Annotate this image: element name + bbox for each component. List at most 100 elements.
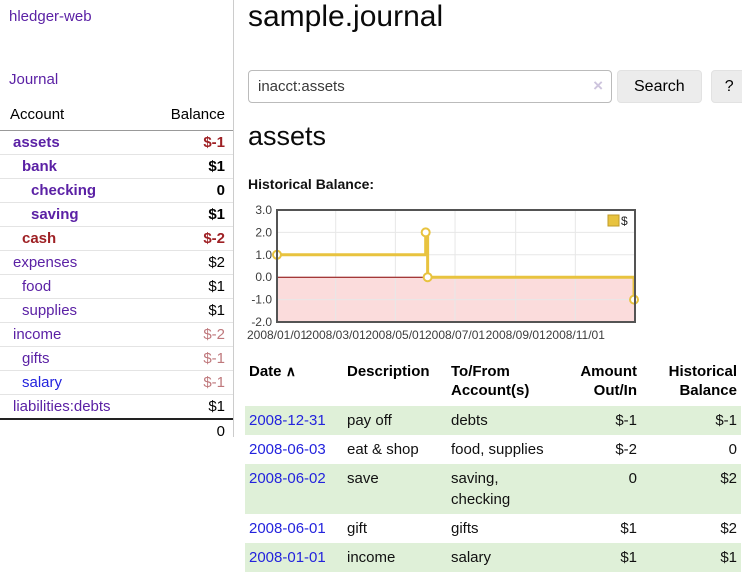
register-header-description: Description [347,363,430,380]
register-header-accounts: To/From Account(s) [451,363,530,399]
accounts-table: Account Balance assets $-1 bank $1 checking 0… [0,100,233,443]
account-link-bank[interactable]: bank [22,158,58,175]
register-cell-accounts: debts [447,406,565,435]
account-balance: 0 [216,182,225,199]
register-cell-accounts: gifts [451,520,479,537]
register-row: 2008-06-02 save saving, checking 0 $2 [245,464,741,514]
register-header-amount: Amount Out/In [580,363,637,399]
accounts-header-row: Account Balance [0,100,233,131]
chart-x-tick-label: 2008/09/01 [486,328,546,342]
search-button[interactable]: Search [617,70,702,103]
register-cell-description: income [343,543,447,572]
accounts-header-balance: Balance [149,100,233,131]
account-balance: $1 [208,278,225,295]
account-row: assets $-1 [0,131,233,155]
register-header-date-label: Date [249,363,282,380]
transaction-date-link[interactable]: 2008-06-02 [249,470,326,487]
register-cell-amount: 0 [565,464,641,514]
chart-x-tick-label: 2008/01/01 [247,328,307,342]
register-cell-description: save [343,464,447,514]
account-balance: $-1 [203,134,225,151]
account-balance: $1 [208,206,225,223]
transaction-date-link[interactable]: 2008-01-01 [249,549,326,566]
account-link-gifts[interactable]: gifts [22,350,50,367]
register-cell-amount: $-1 [565,406,641,435]
account-balance: $1 [208,398,225,415]
account-row: gifts $-1 [0,347,233,371]
account-link-food[interactable]: food [22,278,52,295]
account-row: checking 0 [0,179,233,203]
account-link-saving[interactable]: saving [31,206,79,223]
register-row: 2008-01-01 income salary $1 $1 [245,543,741,572]
accounts-total-value: 0 [216,423,225,440]
account-row: cash $-2 [0,227,233,251]
register-header-balance: Historical Balance [668,363,737,399]
register-cell-date: 2008-01-01 [245,543,343,572]
register-cell-accounts: food, supplies [451,441,544,458]
account-balance: $-2 [203,230,225,247]
register-cell-balance: $-1 [641,406,741,435]
register-cell-amount: $1 [620,520,637,537]
sidebar: hledger-web Journal Account Balance asse… [0,0,234,440]
app-title-link[interactable]: hledger-web [9,8,92,25]
chart-legend-swatch [607,214,620,227]
clear-search-icon[interactable]: × [593,76,603,95]
register-row: 2008-06-03 eat & shop food, supplies $-2 0 [245,435,741,464]
chart-data-point [422,272,433,283]
register-cell-amount: $-2 [615,441,637,458]
account-balance: $-2 [203,326,225,343]
account-balance: $2 [208,254,225,271]
page-title: sample.journal [248,0,444,33]
transaction-date-link[interactable]: 2008-06-03 [249,441,326,458]
account-link-income[interactable]: income [13,326,62,343]
register-cell-date: 2008-12-31 [245,406,343,435]
account-balance: $-1 [203,374,225,391]
register-cell-accounts: salary [447,543,565,572]
account-link-liabilities-debts[interactable]: liabilities:debts [13,398,111,415]
account-row: salary $-1 [0,371,233,395]
register-cell-date: 2008-06-02 [245,464,343,514]
register-cell-balance: $1 [641,543,741,572]
account-link-checking[interactable]: checking [31,182,97,199]
account-link-cash[interactable]: cash [22,230,57,247]
chart-data-point [420,227,431,238]
chart-x-tick-label: 2008/03/01 [306,328,366,342]
search-form: × Search ? [248,70,742,103]
chart-legend-label: $ [621,214,628,228]
register-cell-date: 2008-06-03 [245,435,343,464]
historical-balance-chart[interactable]: $3.0 2.0 1.0 0.0 -1.0 -2.02008/01/012008/03/0… [247,200,742,350]
account-row: food $1 [0,275,233,299]
chart-y-tick-label: 3.0 [255,203,272,217]
register-cell-amount: $1 [565,543,641,572]
register-table: Date ∧ Description To/From Account(s) Am… [245,360,741,572]
register-row: 2008-12-31 pay off debts $-1 $-1 [245,406,741,435]
search-input[interactable] [248,70,612,103]
accounts-total-row: 0 [0,419,233,443]
journal-nav-link[interactable]: Journal [9,71,59,88]
register-cell-date: 2008-06-01 [245,514,343,543]
chart-y-tick-label: -1.0 [251,293,272,307]
account-row: expenses $2 [0,251,233,275]
register-cell-description: gift [347,520,368,537]
account-link-assets[interactable]: assets [13,134,60,151]
help-button[interactable]: ? [710,70,742,103]
register-row: 2008-06-01 gift gifts $1 $2 [245,514,741,543]
chart-y-tick-label: 1.0 [255,248,272,262]
register-cell-balance: 0 [728,441,737,458]
register-tbody: 2008-12-31 pay off debts $-1 $-1 2008-06-03 ea… [245,406,741,572]
register-cell-description: pay off [343,406,447,435]
chart-y-tick-label: 0.0 [255,270,272,284]
account-link-salary[interactable]: salary [22,374,63,391]
account-link-expenses[interactable]: expenses [13,254,78,271]
register-cell-description: eat & shop [347,441,419,458]
account-row: income $-2 [0,323,233,347]
transaction-date-link[interactable]: 2008-06-01 [249,520,326,537]
sort-ascending-icon: ∧ [285,363,296,379]
chart-y-tick-label: 2.0 [255,225,272,239]
register-header-date[interactable]: Date ∧ [245,360,343,406]
chart-x-tick-label: 2008/07/01 [425,328,485,342]
account-row: supplies $1 [0,299,233,323]
account-link-supplies[interactable]: supplies [22,302,78,319]
transaction-date-link[interactable]: 2008-12-31 [249,412,326,429]
